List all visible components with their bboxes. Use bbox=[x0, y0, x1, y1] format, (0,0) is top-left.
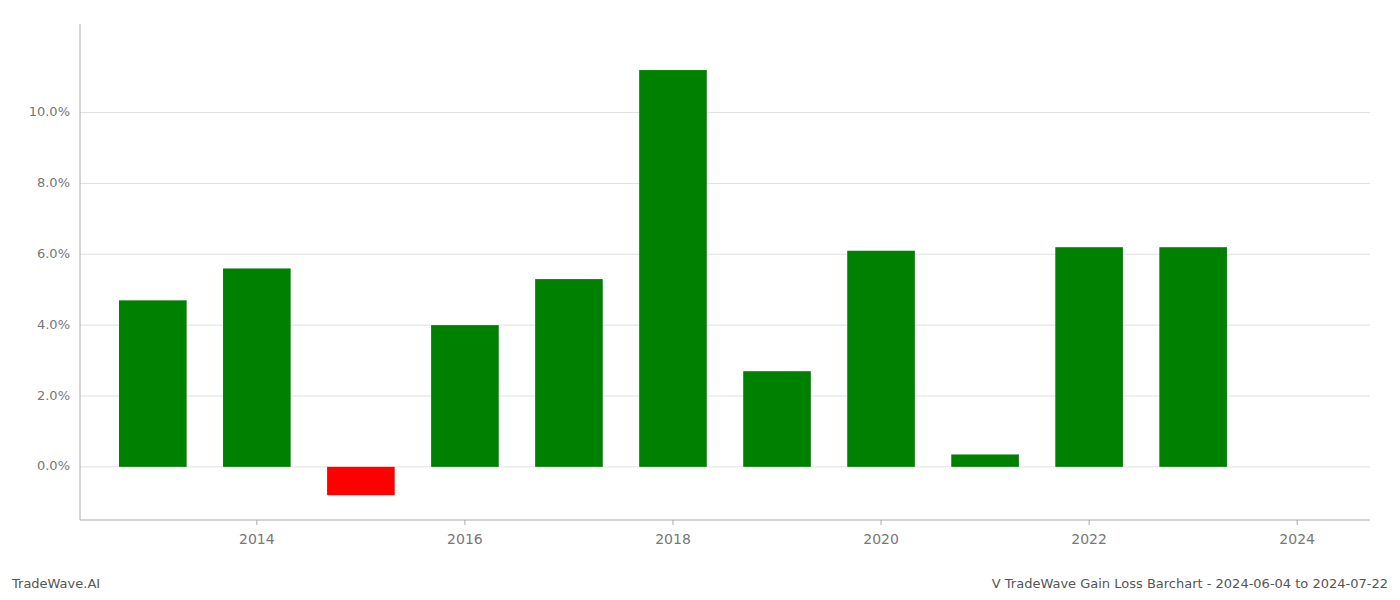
x-tick bbox=[1089, 520, 1090, 525]
y-ticks: 0.0% 2.0% 4.0% 6.0% 8.0% 10.0% bbox=[29, 104, 70, 473]
grid-line bbox=[80, 183, 1370, 184]
bar bbox=[223, 268, 291, 466]
y-tick-label: 0.0% bbox=[37, 458, 70, 473]
footer-text: TradeWave.AI bbox=[11, 576, 100, 591]
x-tick bbox=[881, 520, 882, 525]
y-tick-label: 8.0% bbox=[37, 175, 70, 190]
y-tick-label: 4.0% bbox=[37, 317, 70, 332]
bar bbox=[431, 325, 499, 467]
bar bbox=[951, 454, 1019, 466]
bar bbox=[743, 371, 811, 467]
bar bbox=[847, 251, 915, 467]
x-ticks: 2014 2016 2018 2020 2022 2024 bbox=[239, 520, 1315, 547]
bar bbox=[1055, 247, 1123, 467]
x-tick bbox=[672, 520, 673, 525]
x-tick bbox=[1297, 520, 1298, 525]
grid bbox=[80, 113, 1370, 467]
x-tick-label: 2024 bbox=[1279, 531, 1315, 547]
y-axis-line bbox=[80, 24, 81, 520]
background bbox=[0, 0, 1400, 600]
y-tick-label: 10.0% bbox=[29, 104, 70, 119]
bar bbox=[119, 300, 187, 467]
bar bbox=[639, 70, 707, 467]
grid-line bbox=[80, 112, 1370, 113]
bar bbox=[1159, 247, 1227, 467]
x-tick bbox=[464, 520, 465, 525]
x-axis-line bbox=[80, 520, 1370, 521]
x-tick-label: 2016 bbox=[447, 531, 483, 547]
x-tick-label: 2018 bbox=[655, 531, 691, 547]
x-tick-label: 2022 bbox=[1071, 531, 1107, 547]
x-tick-label: 2014 bbox=[239, 531, 275, 547]
chart: 0.0% 2.0% 4.0% 6.0% 8.0% 10.0% 2014 2016 2018 202… bbox=[0, 0, 1400, 600]
footer-text: V TradeWave Gain Loss Barchart - 2024-06… bbox=[992, 576, 1388, 591]
y-tick-label: 6.0% bbox=[37, 246, 70, 261]
bar bbox=[535, 279, 603, 467]
x-tick-label: 2020 bbox=[863, 531, 899, 547]
bars bbox=[119, 70, 1227, 495]
bar bbox=[327, 467, 395, 495]
y-tick-label: 2.0% bbox=[37, 388, 70, 403]
x-tick bbox=[256, 520, 257, 525]
